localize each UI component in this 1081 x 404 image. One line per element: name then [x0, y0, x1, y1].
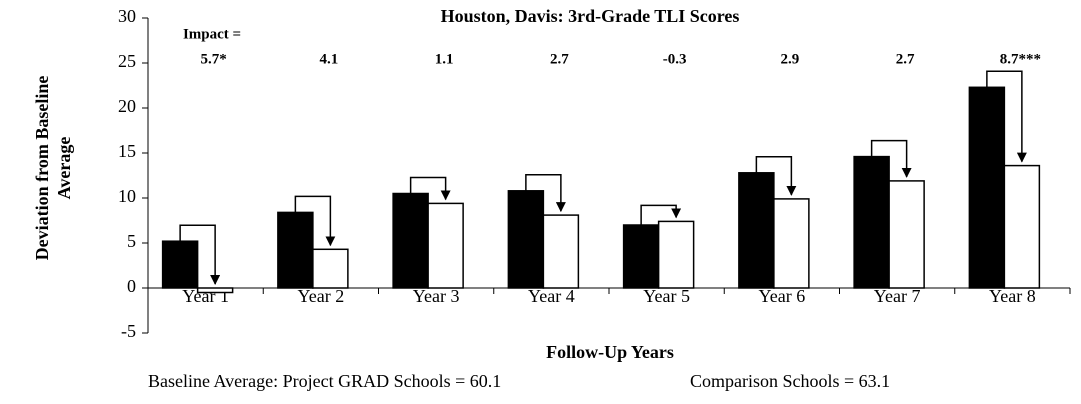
bar — [161, 240, 199, 289]
x-tick-label: Year 8 — [989, 286, 1036, 306]
y-tick-label: 25 — [118, 51, 136, 71]
y-axis-label: Deviation from Baseline — [32, 76, 52, 261]
y-tick-label: -5 — [121, 321, 136, 341]
arrow — [409, 176, 451, 201]
arrow — [294, 195, 336, 247]
bar — [542, 214, 580, 289]
x-tick-label: Year 3 — [413, 286, 460, 306]
bar — [657, 220, 695, 289]
impact-title: Impact = — [183, 26, 241, 42]
y-tick-label: 15 — [118, 141, 136, 161]
y-tick-label: 0 — [127, 276, 136, 296]
bar — [773, 198, 810, 289]
impact-label: 8.7*** — [1000, 51, 1041, 67]
chart-title: Houston, Davis: 3rd-Grade TLI Scores — [441, 6, 740, 26]
arrow — [870, 139, 912, 178]
impact-label: 5.7* — [201, 51, 227, 67]
bar — [888, 180, 925, 289]
y-tick-label: 30 — [118, 6, 136, 26]
bar — [277, 211, 314, 289]
y-axis-label: Average — [54, 137, 74, 200]
note: Comparison Schools = 63.1 — [690, 371, 890, 391]
arrow — [755, 156, 797, 196]
note: Baseline Average: Project GRAD Schools =… — [148, 371, 501, 391]
bar — [853, 155, 890, 289]
arrow — [525, 174, 566, 213]
bar — [312, 248, 349, 289]
impact-label: 2.9 — [781, 51, 800, 67]
bar — [738, 172, 775, 289]
bar — [622, 224, 660, 289]
y-tick-label: 5 — [127, 231, 136, 251]
bar — [507, 190, 545, 289]
bar — [427, 202, 464, 289]
bar — [196, 287, 234, 294]
impact-label: 1.1 — [435, 51, 454, 67]
y-tick-label: 20 — [118, 96, 136, 116]
arrow — [179, 224, 221, 285]
impact-label: 4.1 — [320, 51, 339, 67]
y-tick-label: 10 — [118, 186, 136, 206]
x-tick-label: Year 7 — [874, 286, 921, 306]
arrow — [986, 70, 1027, 163]
x-axis-label: Follow-Up Years — [546, 342, 674, 362]
bar — [968, 86, 1006, 289]
x-tick-label: Year 5 — [643, 286, 690, 306]
bar — [1003, 164, 1041, 289]
arrow — [640, 204, 682, 225]
impact-label: 2.7 — [896, 51, 915, 67]
impact-label: 2.7 — [550, 51, 569, 67]
bar — [392, 192, 429, 289]
x-tick-label: Year 4 — [528, 286, 575, 306]
x-tick-label: Year 2 — [298, 286, 345, 306]
impact-label: -0.3 — [663, 51, 687, 67]
x-tick-label: Year 6 — [759, 286, 806, 306]
